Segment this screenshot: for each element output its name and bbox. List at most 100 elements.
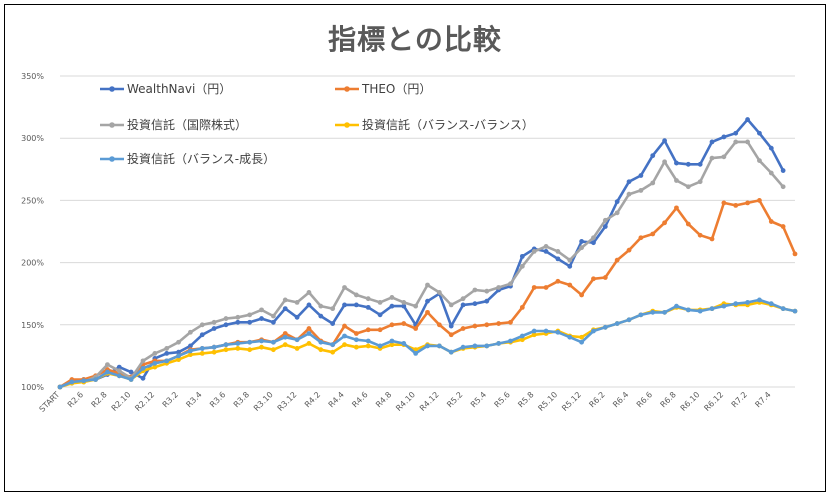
data-point xyxy=(602,275,608,280)
x-tick-label: R3.4 xyxy=(184,390,203,409)
data-point xyxy=(733,130,739,136)
data-point xyxy=(555,278,561,284)
data-point xyxy=(709,236,715,242)
data-point xyxy=(555,329,561,335)
data-point xyxy=(223,322,229,328)
data-point xyxy=(757,158,762,163)
data-point xyxy=(768,219,774,224)
data-point xyxy=(353,337,359,343)
data-point xyxy=(164,351,170,356)
data-point xyxy=(626,317,632,323)
data-point xyxy=(614,321,620,326)
data-point xyxy=(342,333,347,339)
data-point xyxy=(650,153,656,159)
data-point xyxy=(235,314,241,320)
data-point xyxy=(674,160,679,166)
data-point xyxy=(152,351,158,356)
x-tick-label: START xyxy=(38,390,62,414)
data-point xyxy=(757,297,762,303)
data-point xyxy=(306,290,312,295)
data-point xyxy=(543,249,549,254)
x-tick-label: R4.8 xyxy=(374,390,393,409)
data-point xyxy=(199,332,205,338)
data-point xyxy=(638,312,644,318)
data-point xyxy=(413,351,419,356)
data-point xyxy=(685,184,691,190)
data-point xyxy=(211,344,217,350)
data-point xyxy=(638,188,644,193)
chart-title: 指標との比較 xyxy=(328,23,502,56)
data-point xyxy=(270,339,276,345)
data-point xyxy=(792,308,798,314)
x-tick-label: R4.2 xyxy=(303,390,322,409)
data-point xyxy=(353,344,359,350)
data-point xyxy=(626,247,632,253)
data-point xyxy=(188,352,193,358)
data-point xyxy=(365,343,371,349)
x-tick-label: R6.10 xyxy=(679,390,702,413)
data-point xyxy=(365,296,371,302)
data-point xyxy=(496,321,502,326)
x-tick-label: R3.10 xyxy=(252,390,275,413)
data-point xyxy=(282,297,288,303)
data-point xyxy=(780,184,786,190)
data-point xyxy=(638,173,644,178)
data-point xyxy=(745,300,750,305)
data-point xyxy=(140,358,146,364)
data-point xyxy=(235,346,241,351)
data-point xyxy=(176,357,181,363)
data-point xyxy=(591,235,596,241)
y-tick-label: 100% xyxy=(21,383,44,392)
data-point xyxy=(460,344,466,350)
data-point xyxy=(330,306,336,312)
legend-marker xyxy=(344,86,350,92)
x-tick-label: R3.8 xyxy=(232,390,251,409)
data-point xyxy=(247,339,253,345)
data-point xyxy=(389,322,395,328)
x-tick-label: R3.6 xyxy=(208,390,227,409)
series-line-2 xyxy=(59,140,785,389)
legend: WealthNavi（円） THEO（円） 投資信託（国際株式） 投資信託（バランス-… xyxy=(100,82,534,166)
data-point xyxy=(342,342,347,348)
data-point xyxy=(697,232,703,238)
data-point xyxy=(472,343,478,349)
data-point xyxy=(638,235,644,241)
legend-label: THEO（円） xyxy=(361,82,431,96)
data-point xyxy=(626,191,632,197)
data-point xyxy=(757,198,762,203)
data-point xyxy=(519,337,525,343)
data-point xyxy=(259,338,264,344)
data-point xyxy=(484,343,490,349)
data-point xyxy=(472,287,478,293)
data-point xyxy=(436,322,442,328)
data-point xyxy=(353,292,359,298)
data-point xyxy=(330,349,336,355)
data-point xyxy=(128,369,134,375)
data-point xyxy=(282,334,288,340)
data-point xyxy=(199,322,205,328)
data-point xyxy=(235,319,241,325)
data-point xyxy=(650,309,656,315)
data-point xyxy=(330,342,336,348)
data-point xyxy=(294,314,300,320)
data-point xyxy=(602,224,608,229)
data-point xyxy=(282,342,288,348)
data-point xyxy=(674,205,679,211)
legend-marker xyxy=(109,122,115,128)
x-tick-label: R5.4 xyxy=(469,390,488,409)
data-point xyxy=(448,332,454,338)
data-point xyxy=(733,301,739,307)
x-tick-label: R6.6 xyxy=(635,390,654,409)
data-point xyxy=(602,217,608,223)
data-point xyxy=(780,168,786,173)
data-point xyxy=(401,303,407,309)
data-point xyxy=(567,263,573,269)
data-point xyxy=(591,276,596,282)
x-axis-ticks: START R2.6 R2.8 R2.10 R2.12 R3.2 R3.4 R3.6 R3.8 R… xyxy=(38,390,773,414)
x-tick-label: R5.12 xyxy=(560,390,583,413)
gridlines xyxy=(60,75,795,388)
legend-marker xyxy=(109,156,115,162)
data-point xyxy=(128,377,134,382)
data-point xyxy=(188,329,193,335)
